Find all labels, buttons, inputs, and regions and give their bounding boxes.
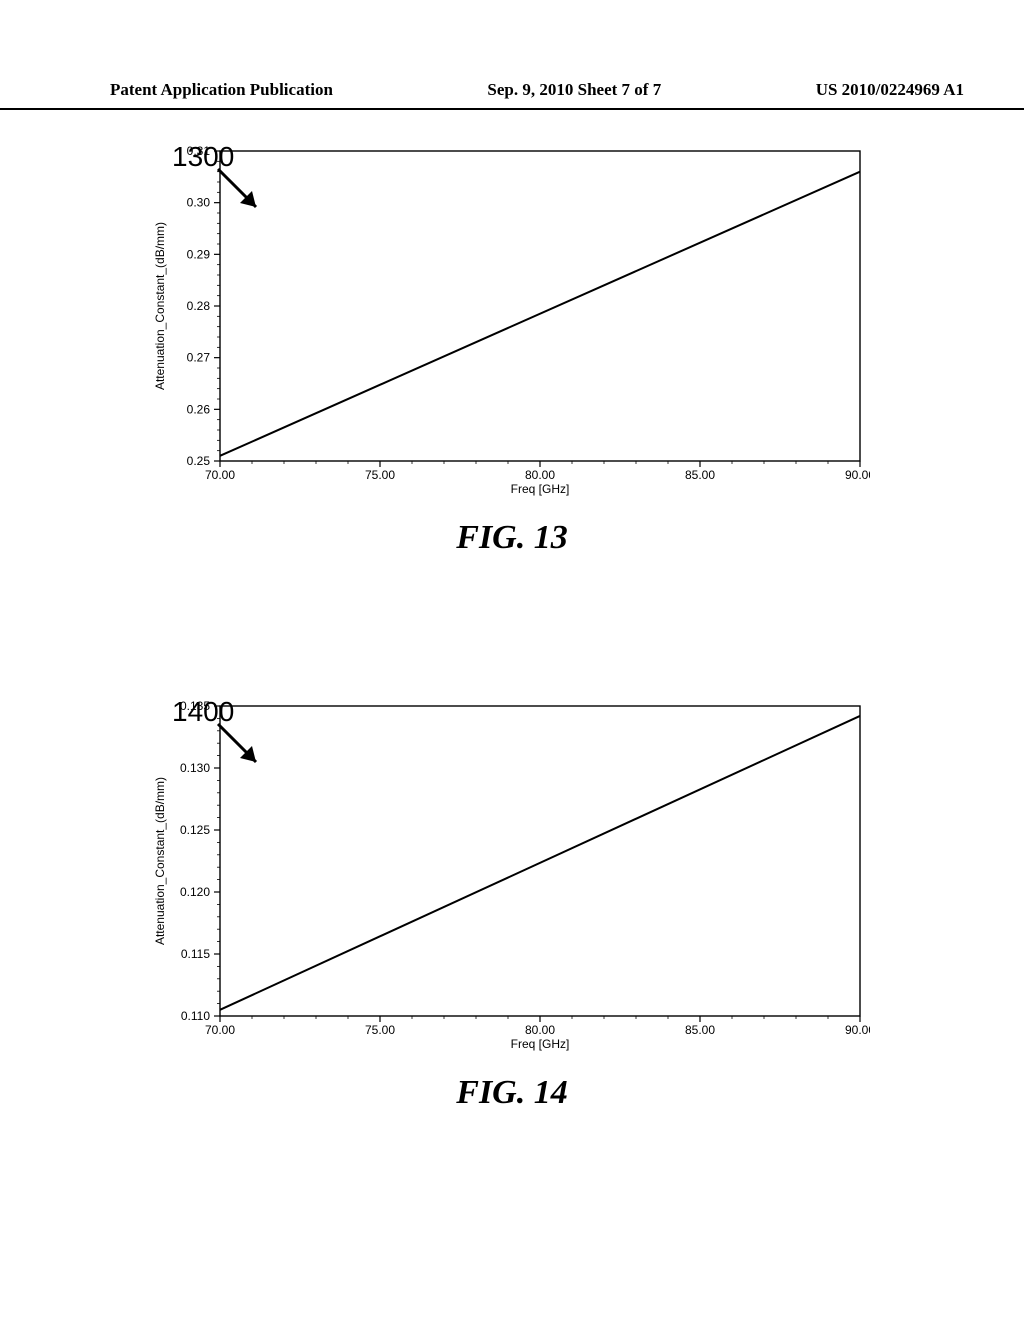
svg-text:0.29: 0.29 — [187, 247, 211, 261]
svg-text:90.00: 90.00 — [845, 468, 870, 482]
svg-text:0.110: 0.110 — [181, 1009, 210, 1023]
header-center: Sep. 9, 2010 Sheet 7 of 7 — [487, 80, 661, 100]
fig13-caption: FIG. 13 — [0, 519, 1024, 557]
svg-text:Freq [GHz]: Freq [GHz] — [511, 1037, 570, 1051]
fig14-arrow-icon — [212, 718, 272, 778]
header-left: Patent Application Publication — [110, 80, 333, 100]
svg-text:80.00: 80.00 — [525, 468, 555, 482]
svg-text:0.115: 0.115 — [181, 947, 210, 961]
svg-text:70.00: 70.00 — [205, 468, 235, 482]
svg-text:0.28: 0.28 — [187, 299, 211, 313]
fig13-chart-area: 1300 0.250.260.270.280.290.300.3170.0075… — [142, 145, 882, 505]
svg-text:85.00: 85.00 — [685, 1023, 715, 1037]
svg-text:80.00: 80.00 — [525, 1023, 555, 1037]
header-right: US 2010/0224969 A1 — [816, 80, 964, 100]
page-header: Patent Application Publication Sep. 9, 2… — [0, 80, 1024, 110]
svg-text:Attenuation_Constant_(dB/mm): Attenuation_Constant_(dB/mm) — [153, 222, 167, 390]
svg-text:0.27: 0.27 — [187, 351, 211, 365]
svg-text:Freq [GHz]: Freq [GHz] — [511, 482, 570, 496]
svg-text:Attenuation_Constant_(dB/mm): Attenuation_Constant_(dB/mm) — [153, 777, 167, 945]
fig13-arrow-icon — [212, 163, 272, 223]
figure-13: 1300 0.250.260.270.280.290.300.3170.0075… — [0, 145, 1024, 557]
svg-text:0.30: 0.30 — [187, 196, 211, 210]
svg-text:0.120: 0.120 — [180, 885, 210, 899]
fig14-caption: FIG. 14 — [0, 1074, 1024, 1112]
svg-text:0.26: 0.26 — [187, 402, 211, 416]
svg-text:85.00: 85.00 — [685, 468, 715, 482]
svg-text:0.25: 0.25 — [187, 454, 211, 468]
fig14-chart-area: 1400 0.1100.1150.1200.1250.1300.13570.00… — [142, 700, 882, 1060]
svg-text:75.00: 75.00 — [365, 1023, 395, 1037]
svg-text:70.00: 70.00 — [205, 1023, 235, 1037]
svg-text:90.00: 90.00 — [845, 1023, 870, 1037]
svg-text:0.130: 0.130 — [180, 761, 210, 775]
svg-text:0.125: 0.125 — [180, 823, 210, 837]
page: Patent Application Publication Sep. 9, 2… — [0, 0, 1024, 1320]
figure-14: 1400 0.1100.1150.1200.1250.1300.13570.00… — [0, 700, 1024, 1112]
svg-text:75.00: 75.00 — [365, 468, 395, 482]
